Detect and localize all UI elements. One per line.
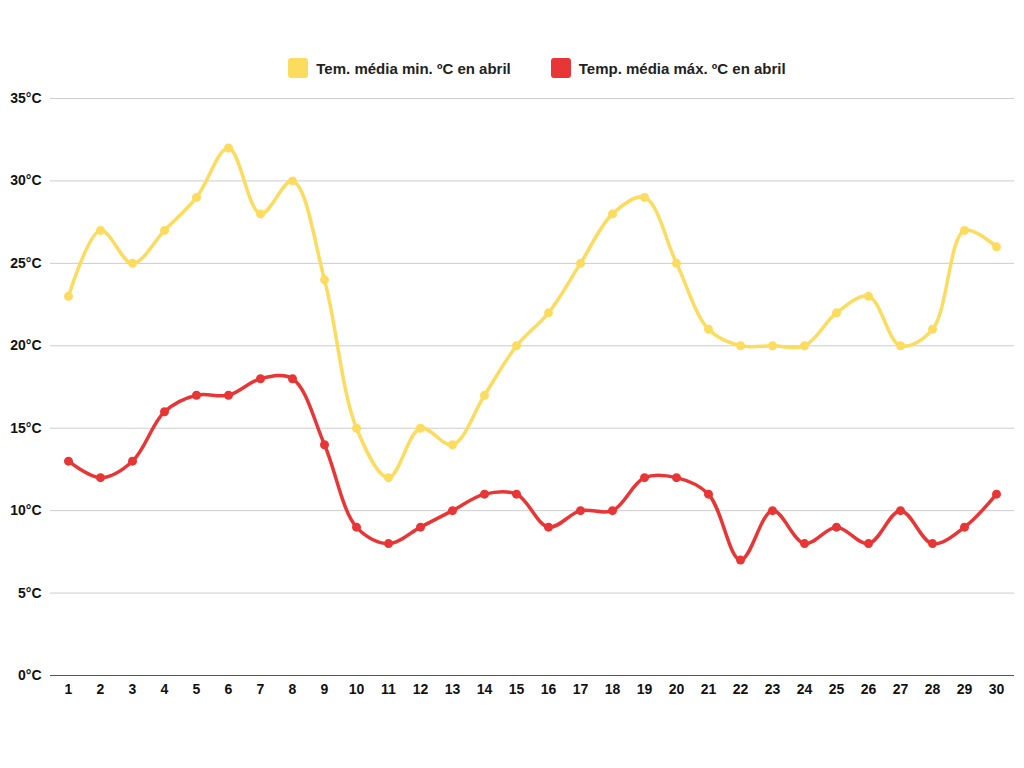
html-text:Tem. média min. ºC en abril: Tem. média min. ºC en abril [316,59,511,77]
svg-text:4: 4 [161,681,169,697]
svg-text:25: 25 [829,681,845,697]
svg-text:24: 24 [797,681,813,697]
svg-text:21: 21 [701,681,717,697]
svg-text:20°C: 20°C [10,337,41,353]
svg-text:15: 15 [509,681,525,697]
svg-text:30: 30 [989,681,1005,697]
svg-text:18: 18 [605,681,621,697]
svg-text:2: 2 [97,681,105,697]
svg-text:3: 3 [129,681,137,697]
svg-text:12: 12 [413,681,429,697]
svg-text:25°C: 25°C [10,255,41,271]
svg-text:17: 17 [573,681,589,697]
svg-text:9: 9 [321,681,329,697]
svg-text:20: 20 [669,681,685,697]
svg-text:13: 13 [445,681,461,697]
html-text:Temp. média máx. ºC en abril: Temp. média máx. ºC en abril [578,59,786,77]
svg-text:19: 19 [637,681,653,697]
svg-text:15°C: 15°C [10,420,41,436]
svg-text:10°C: 10°C [10,502,41,518]
svg-text:8: 8 [289,681,297,697]
svg-text:16: 16 [541,681,557,697]
svg-text:14: 14 [477,681,493,697]
svg-text:0°C: 0°C [18,667,42,683]
svg-text:10: 10 [349,681,365,697]
svg-text:29: 29 [957,681,973,697]
svg-text:26: 26 [861,681,877,697]
svg-text:6: 6 [225,681,233,697]
svg-text:5°C: 5°C [18,585,42,601]
svg-text:35°C: 35°C [10,90,41,106]
svg-text:22: 22 [733,681,749,697]
svg-text:27: 27 [893,681,909,697]
svg-text:23: 23 [765,681,781,697]
svg-text:11: 11 [381,681,396,697]
svg-text:5: 5 [193,681,201,697]
svg-text:30°C: 30°C [10,172,41,188]
svg-text:28: 28 [925,681,941,697]
svg-text:1: 1 [65,681,73,697]
svg-text:7: 7 [257,681,265,697]
